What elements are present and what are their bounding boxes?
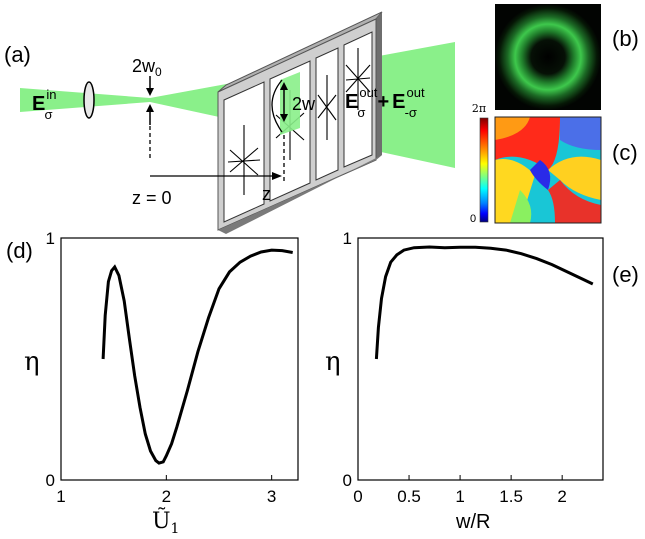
panel-label-c: (c)	[612, 140, 638, 165]
chart-d-frame	[60, 237, 299, 481]
plate-bottom	[218, 155, 382, 234]
lens-icon	[83, 81, 95, 119]
beam-width-label: 2w	[292, 94, 316, 114]
chart-d-xtick-label: 1	[56, 487, 65, 506]
waist-arrowhead-top	[146, 88, 154, 96]
chart-e-ytick-label: 0	[343, 471, 352, 490]
plate-side	[376, 12, 382, 160]
chart-e-frame	[357, 237, 604, 481]
e-out-label: Eout σ + Eout -σ	[345, 85, 425, 120]
colorbar-bottom-label: 0	[470, 213, 476, 225]
panel-label-b: (b)	[612, 26, 639, 51]
chart-d-xtick-label: 2	[162, 487, 171, 506]
waist-arrowhead-bottom	[146, 104, 154, 112]
chart-e-xtick-label: 1.5	[499, 487, 523, 506]
chart-d-ytick-label: 0	[46, 471, 55, 490]
chart-e-series-line	[374, 245, 594, 360]
chart-e-xtick-label: 1	[455, 487, 464, 506]
beam-edge	[271, 79, 283, 133]
chart-e-xtick-label: 2	[557, 487, 566, 506]
colorbar-top-label: 2π	[472, 102, 486, 115]
panel-label-e: (e)	[612, 262, 639, 287]
z0-label: z = 0	[132, 188, 172, 208]
chart-d-series-line	[101, 248, 293, 465]
chart-e-xlabel: w/R	[455, 511, 490, 533]
z-label: z	[262, 184, 271, 204]
e-in-label: Ein σ	[32, 87, 56, 122]
donut-intensity-image	[495, 4, 601, 110]
phase-colorbar	[479, 117, 489, 223]
panel-label-d: (d)	[6, 238, 33, 263]
chart-e-xtick-label: 0	[353, 487, 362, 506]
chart-e-ylabel: η	[325, 347, 341, 377]
chart-e-ytick-label: 1	[343, 229, 352, 248]
panel-label-a: (a)	[4, 42, 31, 67]
plate-cells	[223, 31, 373, 223]
chart-d-xlabel: Ũ1	[152, 506, 179, 537]
chart-d-xtick-label: 3	[267, 487, 276, 506]
chart-e-xtick-label: 0.5	[397, 487, 421, 506]
phase-map-image	[495, 117, 601, 223]
waist-label: 2w0	[132, 56, 162, 79]
chart-d-ylabel: η	[24, 347, 40, 377]
chart-d-ytick-label: 1	[46, 229, 55, 248]
